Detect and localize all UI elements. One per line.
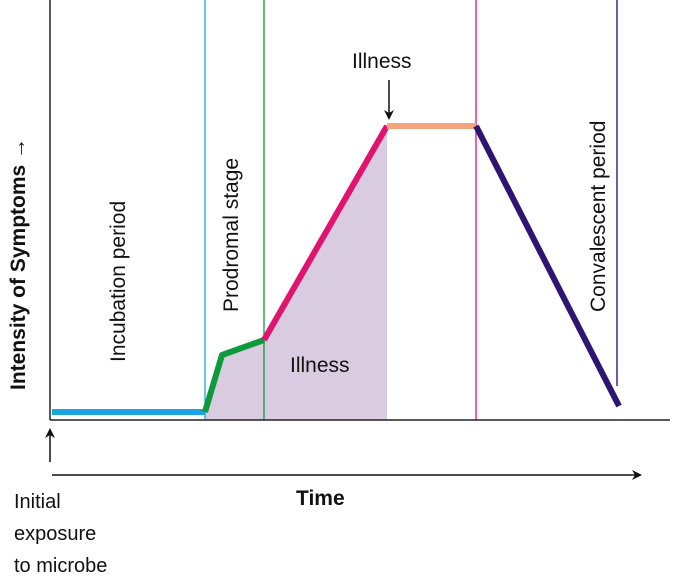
y-axis-label: Intensity of Symptoms →	[7, 138, 30, 390]
start-label-line1: Initial	[14, 491, 61, 513]
start-label-line3: to microbe	[14, 555, 107, 577]
incubation-label: Incubation period	[107, 201, 130, 362]
prodromal-label: Prodromal stage	[220, 158, 243, 312]
x-axis-label: Time	[296, 487, 345, 510]
convalescent-curve	[473, 124, 622, 408]
convalescent-label: Convalescent period	[587, 121, 610, 312]
illness-peak-label: Illness	[352, 50, 412, 73]
prodromal-curve	[202, 337, 266, 413]
illness-area-label: Illness	[290, 354, 350, 377]
start-label-line2: exposure	[14, 523, 96, 545]
illness-rise-curve	[261, 124, 390, 342]
